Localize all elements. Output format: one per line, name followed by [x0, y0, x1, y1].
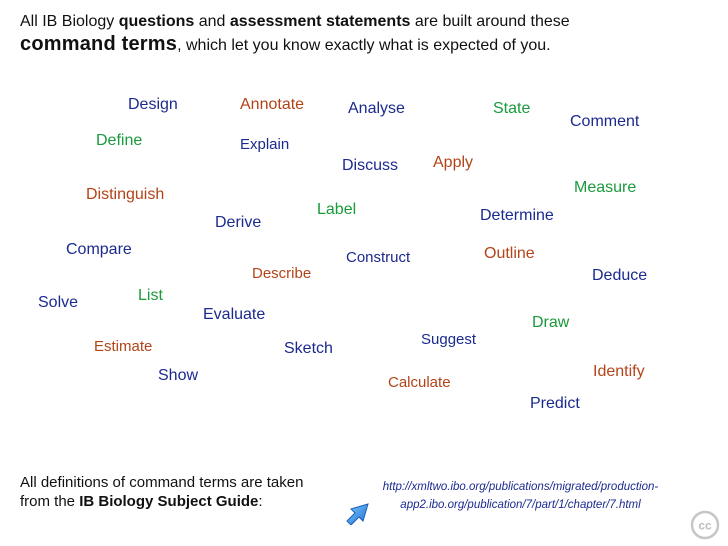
term-sketch: Sketch: [284, 340, 333, 357]
term-suggest: Suggest: [421, 331, 477, 348]
heading-text: , which let you know exactly what is exp…: [177, 37, 551, 55]
term-calculate: Calculate: [388, 374, 451, 391]
creative-commons-icon: cc: [690, 510, 720, 540]
heading-text: are built around these: [410, 13, 570, 30]
term-derive: Derive: [215, 214, 262, 231]
term-label: Label: [317, 201, 357, 218]
subject-guide-link[interactable]: http://xmltwo.ibo.org/publications/migra…: [358, 478, 683, 515]
term-identify: Identify: [593, 363, 645, 380]
heading-bold-questions: questions: [118, 13, 195, 30]
footer-note: All definitions of command terms are tak…: [20, 474, 303, 512]
term-describe: Describe: [252, 265, 312, 282]
blue-arrow-icon: [346, 503, 369, 525]
heading-text: All IB Biology: [20, 13, 119, 30]
term-distinguish: Distinguish: [86, 186, 165, 203]
term-annotate: Annotate: [240, 96, 305, 113]
footer-subject-guide: IB Biology Subject Guide: [79, 492, 259, 510]
heading-bold-assessment: assessment statements: [229, 13, 411, 30]
term-draw: Draw: [532, 314, 570, 331]
term-design: Design: [128, 96, 178, 113]
term-construct: Construct: [346, 249, 411, 266]
term-show: Show: [158, 367, 199, 384]
page-heading: All IB Biology questions and assessment …: [20, 12, 720, 56]
term-state: State: [493, 100, 531, 117]
footer-text: from the: [20, 492, 80, 510]
link-line-2: app2.ibo.org/publication/7/part/1/chapte…: [400, 499, 641, 512]
term-predict: Predict: [530, 395, 580, 412]
term-apply: Apply: [433, 154, 474, 171]
footer-text: :: [258, 492, 263, 510]
footer-line-1: All definitions of command terms are tak…: [20, 474, 304, 491]
term-determine: Determine: [480, 207, 554, 224]
term-measure: Measure: [574, 179, 637, 196]
heading-line-1: All IB Biology questions and assessment …: [20, 12, 720, 31]
term-deduce: Deduce: [592, 267, 648, 284]
term-define: Define: [96, 132, 143, 149]
heading-line-2: command terms, which let you know exactl…: [20, 32, 720, 56]
svg-text:cc: cc: [698, 519, 712, 533]
footer-line-2: from the IB Biology Subject Guide:: [20, 493, 303, 512]
term-evaluate: Evaluate: [203, 306, 266, 323]
term-list: List: [138, 287, 163, 304]
term-discuss: Discuss: [342, 157, 399, 174]
link-line-1: http://xmltwo.ibo.org/publications/migra…: [382, 481, 659, 493]
term-estimate: Estimate: [94, 338, 153, 355]
term-comment: Comment: [570, 113, 640, 130]
term-analyse: Analyse: [348, 100, 405, 117]
term-solve: Solve: [38, 294, 79, 311]
heading-text: and: [194, 13, 230, 30]
term-explain: Explain: [240, 136, 290, 153]
heading-bold-command-terms: command terms: [20, 33, 178, 56]
term-outline: Outline: [484, 245, 535, 262]
term-compare: Compare: [66, 241, 132, 258]
